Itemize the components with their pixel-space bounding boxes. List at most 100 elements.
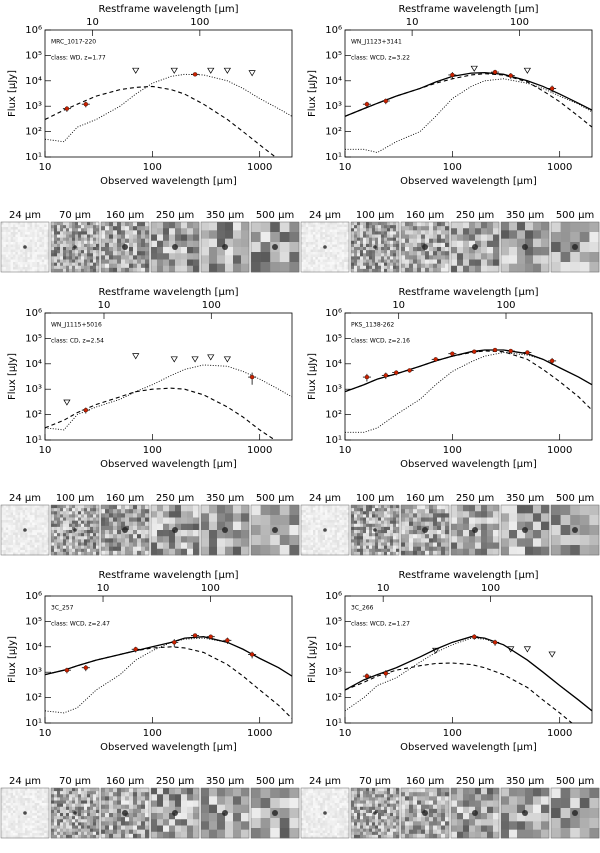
cutout-pixel xyxy=(13,247,16,250)
cutout-pixel xyxy=(101,792,106,797)
cutout-pixel xyxy=(39,249,43,253)
cutout-pixel xyxy=(3,537,7,541)
cutout-frame xyxy=(250,221,300,273)
cutout-pixel xyxy=(251,545,261,556)
cutout-pixel xyxy=(17,530,21,533)
cutout-pixel xyxy=(84,828,88,833)
cutout-pixel xyxy=(360,536,364,540)
cutout-pixel xyxy=(320,264,323,268)
cutout-pixel xyxy=(317,239,321,243)
cutout-pixel xyxy=(313,269,316,273)
cutout-pixel xyxy=(533,538,542,547)
cutout-source xyxy=(572,244,578,250)
cutout-pixel xyxy=(44,530,47,533)
cutout-pixel xyxy=(27,537,31,541)
cutout-pixel xyxy=(51,834,55,839)
cutout-pixel xyxy=(17,793,21,796)
cutout-pixel xyxy=(233,804,242,814)
cutout-pixel xyxy=(341,267,345,270)
cutout-pixel xyxy=(332,237,335,240)
cutout-pixel xyxy=(351,262,355,267)
cutout-pixel xyxy=(393,225,397,229)
cutout-pixel xyxy=(325,234,328,238)
cutout-label: 160 μm xyxy=(106,776,144,787)
cutout-pixel xyxy=(475,530,482,537)
cutout-pixel xyxy=(101,238,106,244)
cutout-pixel xyxy=(346,234,350,238)
cutout-label: 250 μm xyxy=(456,210,494,221)
cutout-pixel xyxy=(589,252,600,263)
cutout-pixel xyxy=(41,818,45,821)
cutout-source xyxy=(522,527,528,533)
cutout-pixel xyxy=(187,530,194,537)
cutout-pixel xyxy=(27,237,31,240)
cutout-pixel xyxy=(517,505,526,514)
cutout-pixel xyxy=(39,805,43,809)
cutout-pixel xyxy=(551,535,561,546)
cutout-pixel xyxy=(233,238,242,248)
cutout-pixel xyxy=(151,265,158,273)
cutout-pixel xyxy=(339,259,343,263)
cutout-pixel xyxy=(75,803,79,808)
cutout-pixel xyxy=(101,525,106,531)
cutout-pixel xyxy=(44,505,47,508)
cutout-pixel xyxy=(60,819,64,823)
cutout-pixel xyxy=(22,815,26,819)
cutout-pixel xyxy=(66,250,70,254)
cutout-pixel xyxy=(145,521,150,527)
cutout-pixel xyxy=(69,222,73,226)
cutout-pixel xyxy=(63,816,67,820)
cutout-pixel xyxy=(320,517,323,521)
cutout-pixel xyxy=(145,242,150,248)
cutout-pixel xyxy=(363,243,367,248)
cutout-pixel xyxy=(5,530,9,533)
cutout-pixel xyxy=(313,227,316,230)
cutout-pixel xyxy=(57,511,61,515)
cutout-pixel xyxy=(225,829,234,839)
cutout-pixel xyxy=(46,532,50,536)
cutout-pixel xyxy=(381,250,385,254)
cutout-pixel xyxy=(487,530,494,537)
cutout-pixel xyxy=(303,525,307,528)
cutout-pixel xyxy=(317,505,321,508)
cutout-pixel xyxy=(34,813,38,816)
cutout-pixel xyxy=(175,511,182,518)
cutout-pixel xyxy=(13,547,16,551)
cutout-pixel xyxy=(20,800,23,804)
cutout-pixel xyxy=(475,505,482,512)
cutout-pixel xyxy=(93,800,97,804)
cutout-pixel xyxy=(381,530,385,534)
cutout-pixel xyxy=(133,534,138,539)
cutout-pixel xyxy=(310,262,314,265)
cutout-pixel xyxy=(501,521,510,531)
cutout-pixel xyxy=(113,251,118,256)
cutout-pixel xyxy=(310,517,314,521)
cutout-pixel xyxy=(303,505,307,508)
cutout-pixel xyxy=(17,547,21,551)
cutout-pixel xyxy=(332,242,335,245)
cutout-pixel xyxy=(113,833,118,839)
cutout-pixel xyxy=(421,517,426,522)
cutout-pixel xyxy=(533,222,542,231)
cutout-pixel xyxy=(13,813,16,816)
cutout-pixel xyxy=(344,249,347,253)
cutout-pixel xyxy=(81,523,85,528)
cutout-pixel xyxy=(44,527,47,531)
cutout-pixel xyxy=(145,238,150,244)
cutout-pixel xyxy=(313,527,316,531)
cutout-pixel xyxy=(34,823,38,826)
cutout-pixel xyxy=(39,535,43,538)
cutout-pixel xyxy=(69,225,73,229)
cutout-pixel xyxy=(5,808,9,811)
cutout-pixel xyxy=(3,833,7,836)
cutout-pixel xyxy=(393,228,397,232)
cutout-pixel xyxy=(409,242,414,248)
cutout-pixel xyxy=(121,251,126,256)
cutout-pixel xyxy=(129,825,134,830)
cutout-pixel xyxy=(396,225,400,229)
cutout-pixel xyxy=(105,222,110,227)
cutout-pixel xyxy=(181,228,188,235)
cutout-pixel xyxy=(157,222,164,229)
cutout-pixel xyxy=(34,788,38,791)
cutout-pixel xyxy=(137,525,142,531)
